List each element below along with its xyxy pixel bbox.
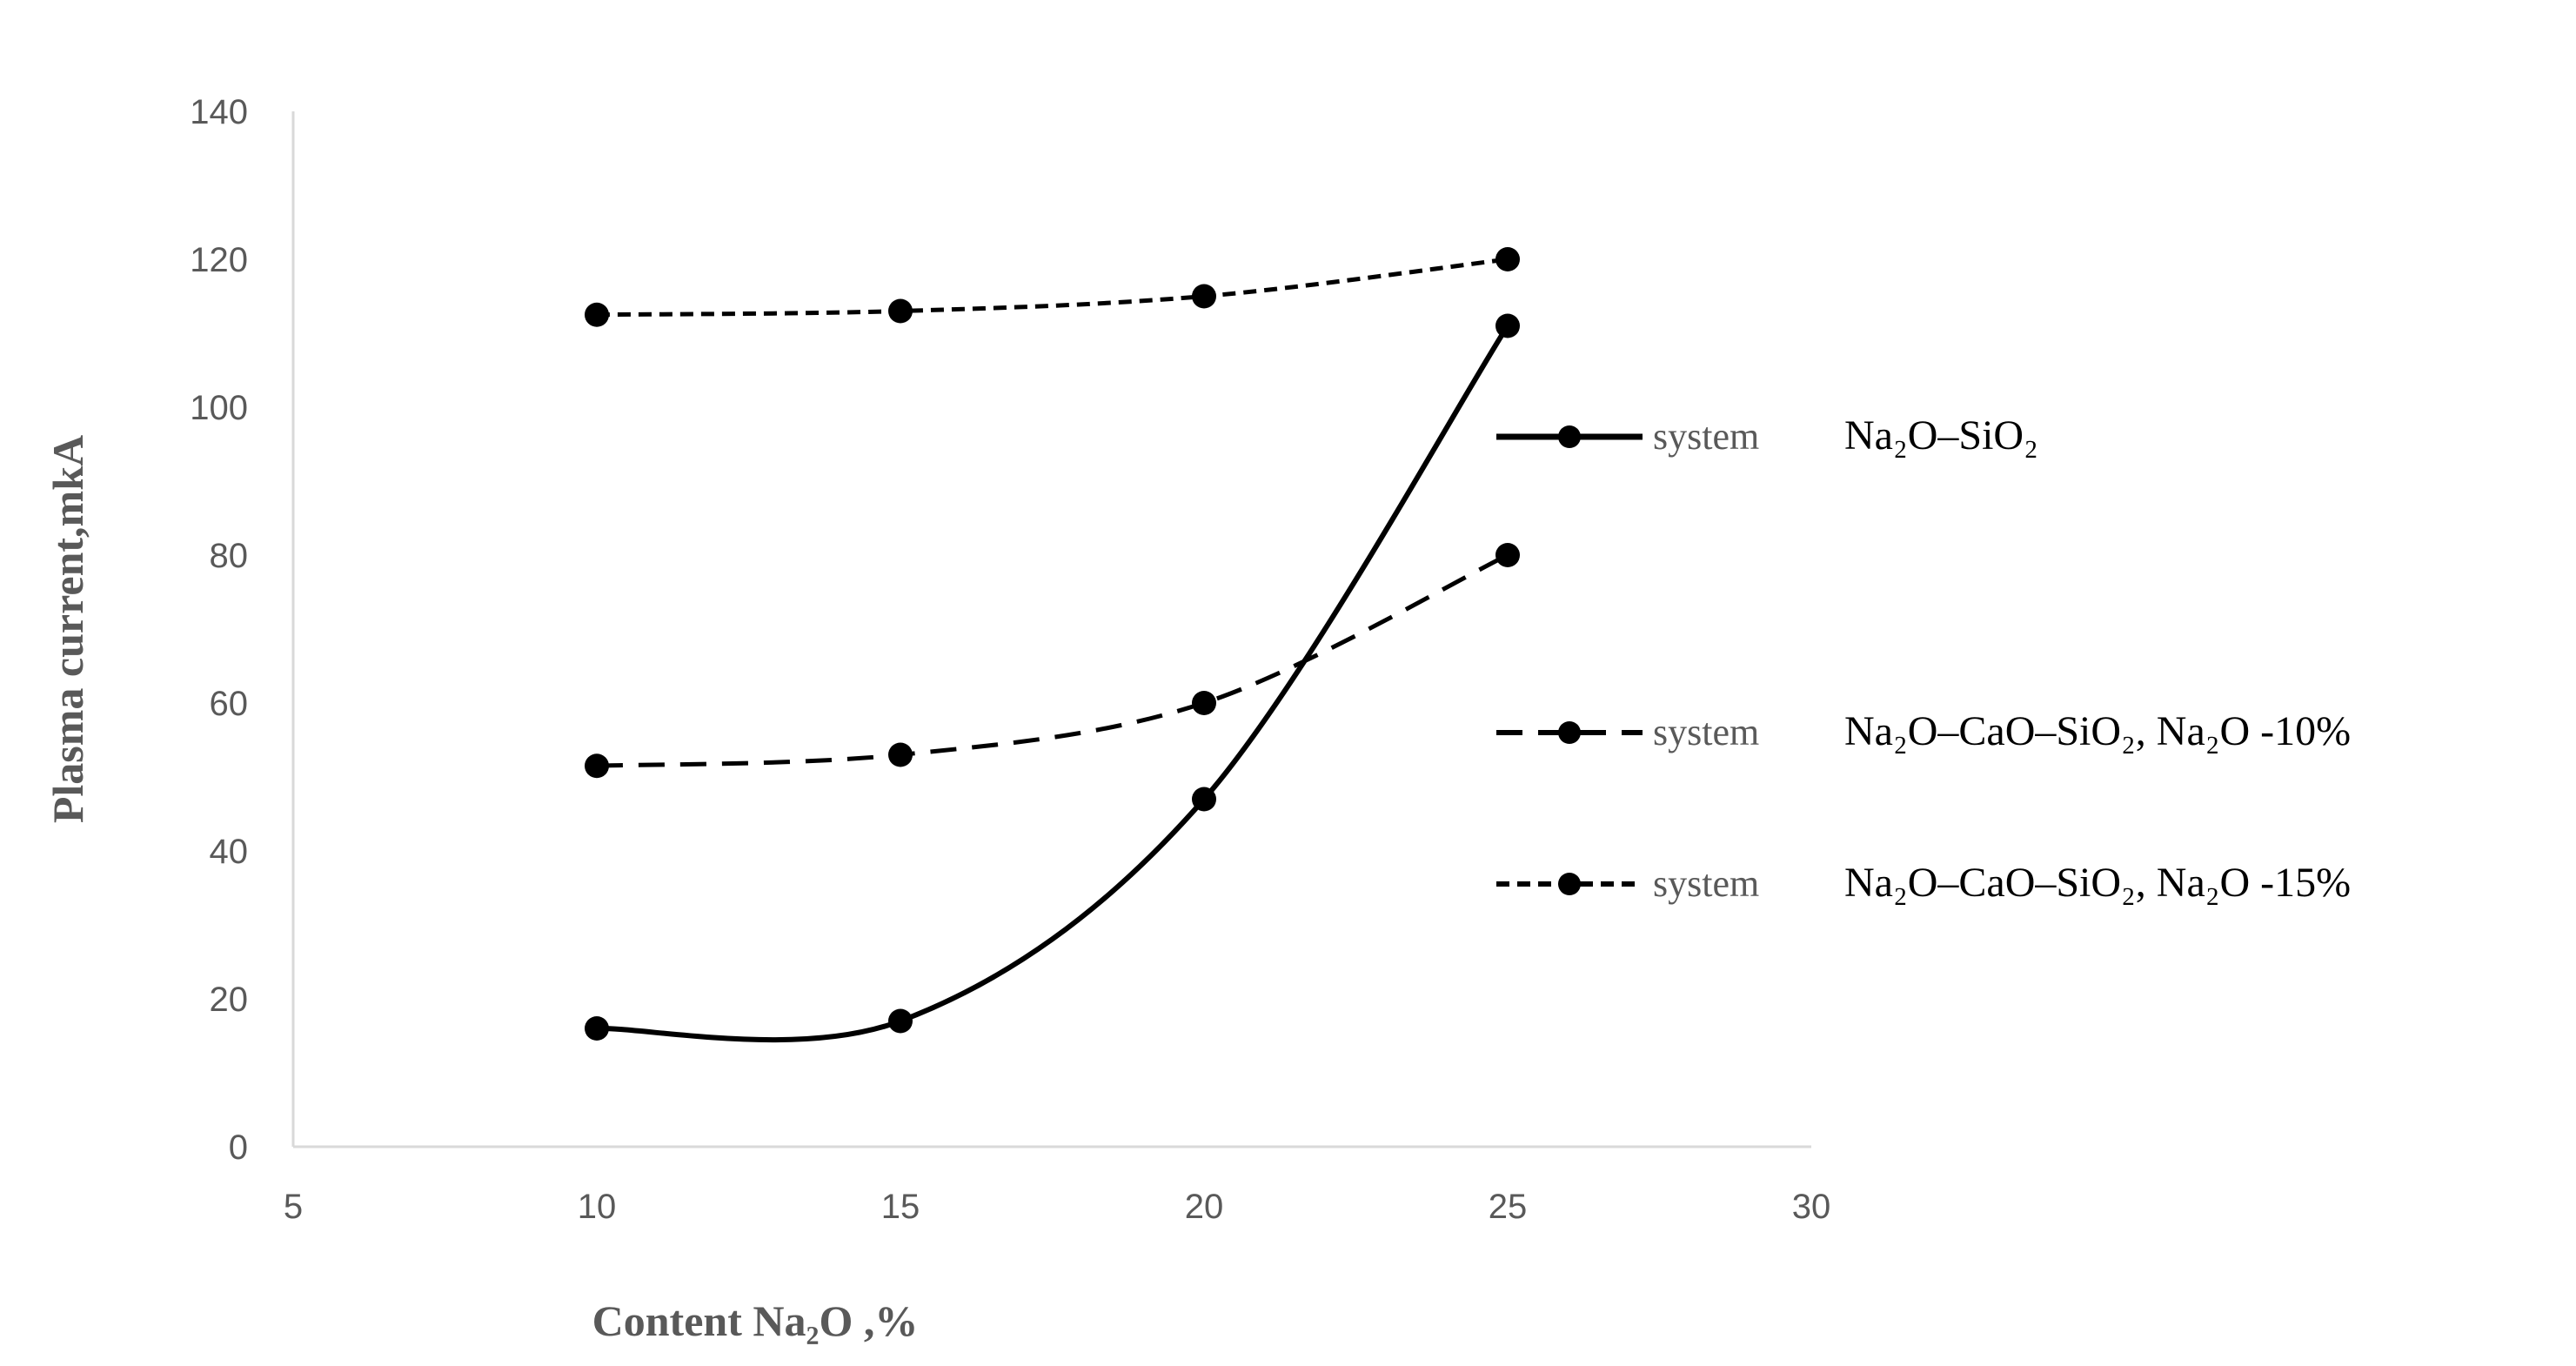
legend-prefix-0: system xyxy=(1653,415,1759,458)
legend-item-0: system Na₂O–SiO₂ xyxy=(1496,412,2038,459)
legend-item-1: system Na₂O–CaO–SiO₂, Na₂O -10% xyxy=(1496,708,2351,754)
legend-marker xyxy=(1558,873,1581,895)
data-point xyxy=(1192,691,1216,715)
y-tick-label: 0 xyxy=(229,1128,248,1167)
data-point xyxy=(888,742,913,767)
data-point xyxy=(888,298,913,324)
y-tick-label: 120 xyxy=(190,241,248,279)
y-tick-label: 60 xyxy=(210,685,249,723)
y-tick-label: 40 xyxy=(210,833,249,871)
series-line xyxy=(596,324,1510,1043)
data-point xyxy=(1495,313,1520,338)
series-0 xyxy=(585,313,1520,1043)
legend-label-0: Na₂O–SiO₂ xyxy=(1844,412,2038,459)
legend-marker xyxy=(1558,721,1581,744)
legend-label-1: Na₂O–CaO–SiO₂, Na₂O -10% xyxy=(1844,708,2351,754)
x-tick-label: 10 xyxy=(578,1188,617,1226)
legend-label-2: Na₂O–CaO–SiO₂, Na₂O -15% xyxy=(1844,860,2351,906)
data-point xyxy=(585,302,609,327)
series-line xyxy=(596,552,1509,768)
legend: system Na₂O–SiO₂ system Na₂O–CaO–SiO₂, N… xyxy=(1496,412,2351,906)
y-tick-label: 140 xyxy=(190,93,248,131)
x-axis-title: Content Na₂O ,% xyxy=(592,1296,919,1345)
data-point xyxy=(888,1008,913,1034)
x-tick-label: 15 xyxy=(881,1188,920,1226)
y-axis-title: Plasma current,mkA xyxy=(43,435,92,823)
legend-symbol-0 xyxy=(1496,425,1643,448)
data-point xyxy=(1495,543,1520,567)
legend-item-2: system Na₂O–CaO–SiO₂, Na₂O -15% xyxy=(1496,860,2351,906)
legend-symbol-1 xyxy=(1496,721,1643,744)
y-tick-label: 100 xyxy=(190,389,248,427)
legend-prefix-1: system xyxy=(1653,711,1759,753)
data-point xyxy=(585,753,609,779)
data-point xyxy=(1192,787,1216,812)
x-tick-label: 20 xyxy=(1185,1188,1224,1226)
legend-symbol-2 xyxy=(1496,873,1643,895)
axes xyxy=(291,111,1811,1148)
series-layer xyxy=(585,247,1520,1043)
x-tick-label: 5 xyxy=(284,1188,303,1226)
x-tick-label: 30 xyxy=(1792,1188,1831,1226)
data-point xyxy=(1192,284,1216,309)
y-tick-labels: 0 20 40 60 80 100 120 140 xyxy=(190,93,248,1167)
y-tick-label: 20 xyxy=(210,981,249,1019)
legend-marker xyxy=(1558,425,1581,448)
legend-prefix-2: system xyxy=(1653,862,1759,905)
data-point xyxy=(585,1016,609,1041)
series-2 xyxy=(585,247,1520,327)
y-tick-label: 80 xyxy=(210,537,249,575)
x-tick-labels: 5 10 15 20 25 30 xyxy=(284,1188,1830,1226)
data-point xyxy=(1495,247,1520,271)
series-1 xyxy=(585,543,1520,779)
x-tick-label: 25 xyxy=(1489,1188,1528,1226)
series-line xyxy=(596,257,1509,318)
